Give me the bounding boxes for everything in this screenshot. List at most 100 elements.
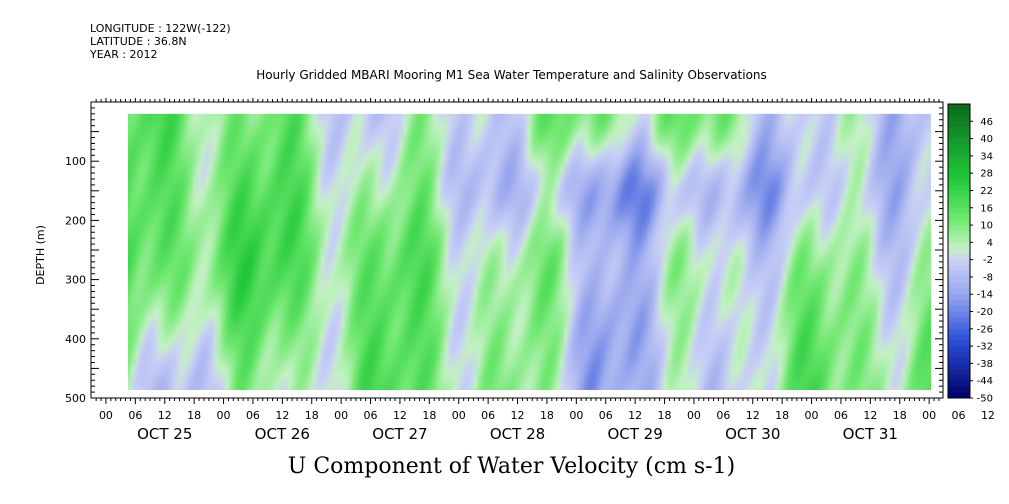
colorbar-swatch [948, 150, 970, 157]
colorbar-swatch [948, 127, 970, 134]
colorbar-swatch [948, 104, 970, 111]
colorbar-swatch [948, 115, 970, 122]
y-tick-label: 200 [65, 214, 86, 227]
colorbar-swatch [948, 225, 970, 232]
colorbar-label: 16 [980, 203, 993, 214]
heatmap-field [128, 113, 931, 390]
colorbar-swatch [948, 311, 970, 318]
colorbar-swatch [948, 334, 970, 341]
x-day-label: OCT 25 [137, 425, 192, 443]
x-tick-label: 18 [893, 409, 907, 422]
x-tick-label: 06 [834, 409, 848, 422]
colorbar-swatch [948, 380, 970, 387]
colorbar-label: -8 [983, 272, 993, 283]
x-tick-label: 18 [658, 409, 672, 422]
colorbar-swatch [948, 121, 970, 128]
x-tick-label: 06 [599, 409, 613, 422]
x-tick-label: 00 [452, 409, 466, 422]
x-day-label: OCT 26 [255, 425, 310, 443]
x-tick-label: 00 [569, 409, 583, 422]
colorbar-label: 40 [980, 134, 993, 145]
colorbar-label: 28 [980, 169, 993, 180]
colorbar-swatch [948, 248, 970, 255]
x-tick-label: 06 [364, 409, 378, 422]
colorbar-swatch [948, 282, 970, 289]
colorbar-swatch [948, 300, 970, 307]
colorbar-swatch [948, 196, 970, 203]
x-axis: 00 06 12 18 00 06 12 18 00 06 12 18 00 06 12 18 00 06 12 18… [95, 98, 995, 443]
colorbar-label: -38 [977, 359, 993, 370]
x-tick-label: 00 [687, 409, 701, 422]
colorbar-swatch [948, 346, 970, 353]
colorbar-swatch [948, 392, 970, 399]
colorbar-swatch [948, 236, 970, 243]
x-day-label: OCT 27 [372, 425, 427, 443]
colorbar-swatch [948, 276, 970, 284]
x-tick-label: 12 [275, 409, 289, 422]
colorbar-swatch [948, 213, 970, 220]
heatmap-image [128, 113, 931, 390]
colorbar-swatch [948, 259, 970, 266]
colorbar-swatch [948, 167, 970, 174]
x-tick-label: 12 [158, 409, 172, 422]
x-day-label: OCT 29 [607, 425, 662, 443]
colorbar-swatch [948, 144, 970, 151]
colorbar-label: -44 [977, 376, 993, 387]
year-label: YEAR : 2012 [90, 48, 158, 61]
y-tick-label: 500 [65, 392, 86, 405]
colorbar-swatch [948, 109, 970, 116]
y-tick-label: 300 [65, 274, 86, 287]
y-axis: 100 200 300 400 500 [65, 101, 943, 405]
x-tick-label: 06 [716, 409, 730, 422]
colorbar-swatch [948, 132, 970, 139]
x-tick-label: 18 [422, 409, 436, 422]
x-tick-label: 06 [128, 409, 142, 422]
colorbar-swatch [948, 294, 970, 301]
x-tick-label: 00 [99, 409, 113, 422]
x-tick-label: 12 [981, 409, 995, 422]
x-day-label: OCT 30 [725, 425, 780, 443]
colorbar-swatch [948, 363, 970, 370]
colorbar-swatch [948, 374, 970, 382]
colorbar: 46 40 34 28 22 16 10 4 -2 -8 -14 -20 -26 -32 -38 -44 -50 [947, 103, 993, 405]
colorbar-label: 10 [980, 221, 993, 232]
colorbar-swatch [948, 230, 970, 237]
colorbar-label: 22 [980, 186, 993, 197]
colorbar-swatch [948, 271, 970, 278]
x-tick-label: 12 [393, 409, 407, 422]
x-day-label: OCT 28 [490, 425, 545, 443]
colorbar-swatch [948, 173, 970, 180]
header-info: LONGITUDE : 122W(-122) LATITUDE : 36.8N … [90, 22, 231, 61]
colorbar-swatch [948, 369, 970, 376]
chart-title: Hourly Gridded MBARI Mooring M1 Sea Wate… [256, 68, 767, 82]
colorbar-swatch [948, 207, 970, 214]
colorbar-swatch [948, 242, 970, 249]
x-tick-label: 00 [922, 409, 936, 422]
colorbar-swatch [948, 178, 970, 186]
x-tick-label: 06 [481, 409, 495, 422]
colorbar-label: 46 [980, 117, 993, 128]
longitude-label: LONGITUDE : 122W(-122) [90, 22, 231, 35]
latitude-label: LATITUDE : 36.8N [90, 35, 187, 48]
colorbar-swatch [948, 138, 970, 145]
x-tick-label: 18 [305, 409, 319, 422]
y-axis-title: DEPTH (m) [34, 225, 47, 285]
x-tick-label: 00 [217, 409, 231, 422]
variable-title: U Component of Water Velocity (cm s-1) [287, 454, 736, 479]
x-tick-label: 12 [863, 409, 877, 422]
y-tick-label: 400 [65, 333, 86, 346]
colorbar-swatch [948, 288, 970, 295]
colorbar-swatch [948, 386, 970, 393]
colorbar-label: 34 [980, 151, 993, 162]
colorbar-swatch [948, 202, 970, 209]
colorbar-label: -2 [983, 255, 993, 266]
colorbar-swatch [948, 317, 970, 324]
colorbar-label: -14 [977, 290, 993, 301]
colorbar-label: -26 [977, 324, 993, 335]
colorbar-swatch [948, 161, 970, 168]
colorbar-label: -50 [977, 394, 993, 405]
x-tick-label: 18 [540, 409, 554, 422]
colorbar-swatch [948, 253, 970, 261]
colorbar-swatch [948, 155, 970, 163]
